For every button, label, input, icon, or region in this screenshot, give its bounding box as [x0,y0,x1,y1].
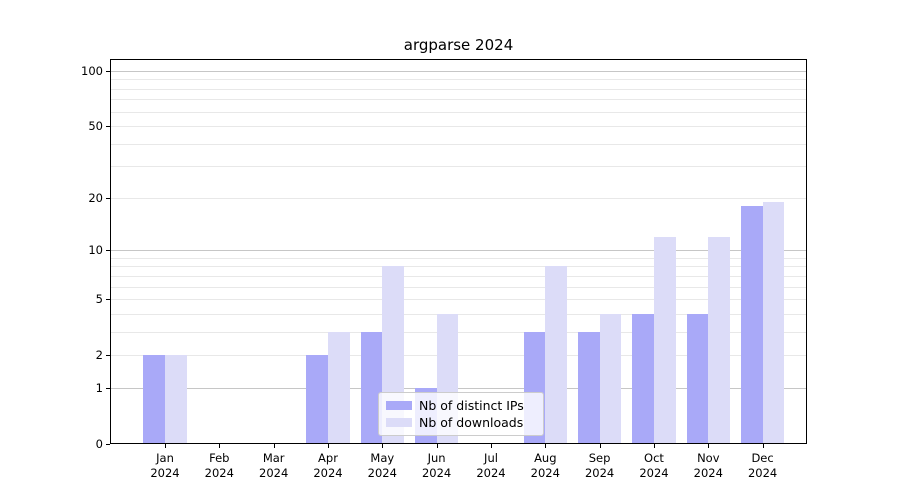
bar-downloads-oct [654,236,676,444]
legend-label-downloads: Nb of downloads [419,415,524,431]
x-tick-mar [273,444,275,448]
bar-downloads-sep [599,313,622,444]
x-tick-label-aug: Aug 2024 [530,451,560,480]
y-tick-5 [106,299,110,301]
x-tick-label-jan: Jan 2024 [150,451,180,480]
x-tick-nov [708,444,710,448]
bar-distinct-ips-may [360,331,383,444]
x-tick-oct [654,444,655,448]
y-tick-0 [106,444,110,445]
x-tick-label-sep: Sep 2024 [584,451,615,480]
gridline-minor-60 [110,111,807,113]
bar-downloads-apr [328,331,350,444]
gridline-minor-80 [110,88,807,90]
legend-label-distinct-ips: Nb of distinct IPs [419,397,524,413]
x-tick-jan [165,444,166,448]
x-tick-dec [762,444,764,448]
y-tick-100 [106,70,110,72]
bar-distinct-ips-sep [577,331,600,444]
y-tick-label-1: 1 [95,380,103,395]
legend-item-distinct-ips: Nb of distinct IPs [386,398,536,413]
x-tick-label-dec: Dec 2024 [747,451,778,480]
gridline-minor-30 [110,166,807,168]
bar-distinct-ips-apr [306,355,328,444]
chart-title: argparse 2024 [403,36,514,54]
x-tick-label-oct: Oct 2024 [639,451,669,480]
gridline-major-1 [110,387,807,389]
x-tick-aug [545,444,547,448]
y-tick-label-100: 100 [81,63,103,78]
gridline-minor-40 [110,143,807,145]
y-tick-label-10: 10 [88,243,103,257]
legend-swatch-distinct-ips [386,400,412,410]
x-tick-jun [436,444,438,448]
bar-downloads-jan [165,355,187,444]
y-tick-label-20: 20 [88,190,103,205]
x-tick-jul [491,444,492,448]
x-tick-apr [328,444,329,448]
x-tick-may [382,444,384,448]
gridline-minor-5 [110,299,807,301]
x-tick-label-jun: Jun 2024 [421,451,452,480]
axes-frame [110,59,807,444]
y-tick-20 [106,197,110,199]
bar-distinct-ips-nov [686,313,709,444]
gridline-minor-6 [110,286,807,288]
y-tick-label-0: 0 [95,437,103,451]
gridline-minor-90 [110,79,807,81]
bar-downloads-nov [708,236,730,444]
x-tick-sep [599,444,601,448]
gridline-minor-70 [110,99,807,101]
x-tick-label-nov: Nov 2024 [693,451,723,480]
x-tick-label-feb: Feb 2024 [204,451,234,480]
y-tick-50 [106,126,110,127]
x-tick-label-mar: Mar 2024 [259,451,289,480]
y-tick-1 [106,387,110,389]
legend: Nb of distinct IPs Nb of downloads [378,392,544,436]
y-tick-2 [106,355,110,357]
gridline-minor-7 [110,275,807,277]
legend-swatch-downloads [386,418,412,428]
bar-downloads-dec [762,201,785,444]
x-tick-label-may: May 2024 [367,451,397,480]
gridline-minor-8 [110,266,807,268]
gridline-major-10 [110,250,807,251]
gridline-minor-4 [110,313,807,315]
x-tick-label-apr: Apr 2024 [313,451,343,480]
gridline-major-100 [110,70,807,72]
y-tick-label-5: 5 [95,292,103,307]
bar-distinct-ips-dec [740,205,763,444]
bar-downloads-aug [545,266,567,444]
y-tick-label-50: 50 [88,119,103,133]
legend-item-downloads: Nb of downloads [386,415,536,430]
x-tick-feb [219,444,221,448]
x-tick-label-jul: Jul 2024 [476,451,506,480]
bar-distinct-ips-oct [632,313,654,444]
y-tick-10 [106,250,110,251]
gridline-minor-20 [110,197,807,199]
gridline-minor-50 [110,126,807,127]
bar-distinct-ips-jan [143,355,165,444]
y-tick-label-2: 2 [95,348,103,363]
gridline-minor-3 [110,331,807,333]
gridline-minor-9 [110,257,807,259]
gridline-minor-2 [110,355,807,357]
